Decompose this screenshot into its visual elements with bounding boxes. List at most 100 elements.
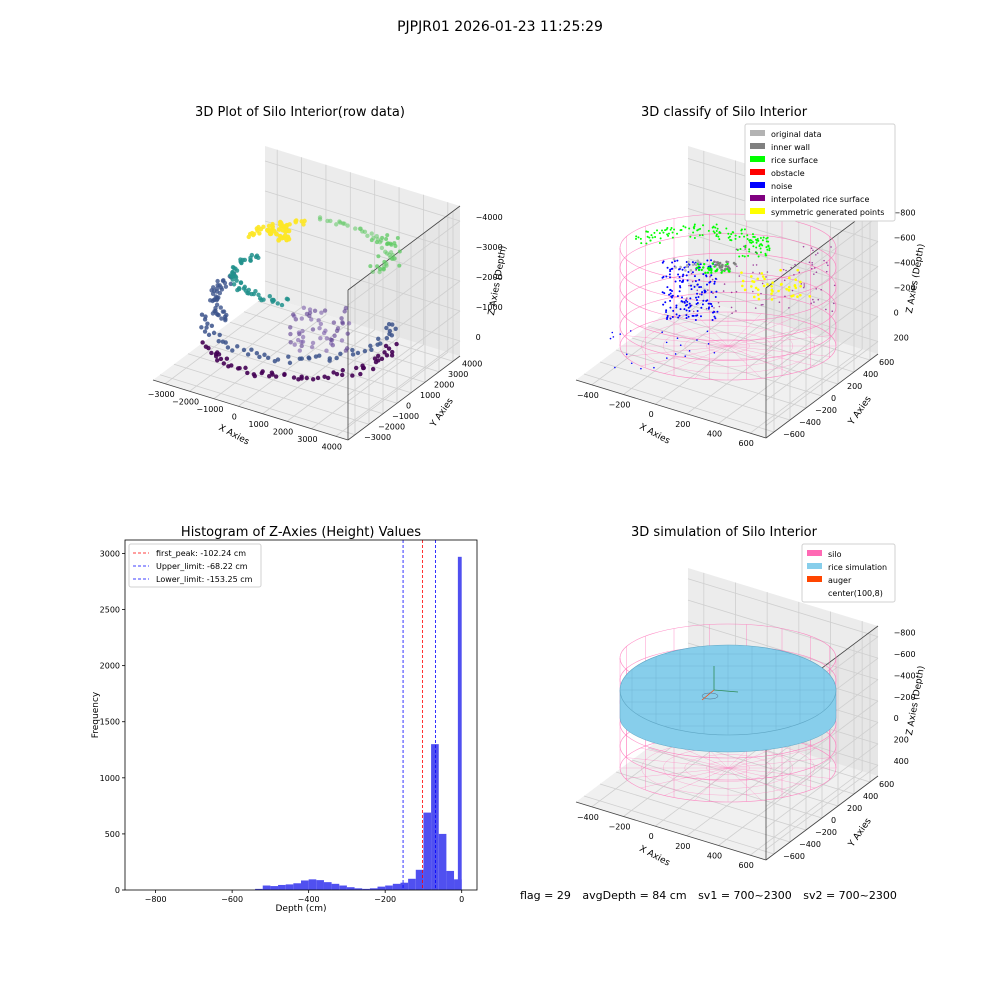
rice-surface-point [751, 240, 754, 243]
rice-surface-point [645, 230, 648, 233]
scatter-point [246, 234, 251, 240]
scatter-point [394, 341, 399, 347]
x-axis-label: X Axies [217, 423, 251, 448]
rice-surface-point [727, 232, 730, 235]
symmetric-point [757, 293, 760, 296]
gridline-x [335, 351, 449, 437]
interpolated-point [815, 271, 818, 273]
scatter-point [300, 328, 305, 334]
scatter-point [291, 312, 296, 317]
scatter-point [200, 340, 205, 345]
interpolated-point [794, 263, 796, 266]
z-tick-label: −800 [894, 208, 916, 217]
silo-floor-spoke [727, 345, 816, 367]
noise-point [674, 353, 677, 355]
interpolated-point [808, 261, 811, 264]
noise-point [689, 297, 692, 300]
interpolated-point [782, 268, 785, 271]
scatter-point [254, 253, 260, 258]
silo-floor-spoke [664, 767, 729, 796]
histogram-bar [346, 887, 355, 890]
scatter-point [379, 245, 385, 251]
noise-point [666, 357, 668, 359]
rice-surface-point [645, 242, 648, 245]
scatter-point [376, 254, 381, 259]
scatter-point [212, 288, 217, 293]
noise-point [609, 337, 612, 340]
gridline-z [687, 578, 879, 638]
noise-point [714, 277, 717, 280]
rice-surface-point [736, 248, 739, 251]
interpolated-point [831, 310, 834, 313]
x-tick-label: 2000 [273, 427, 293, 436]
legend-label: inner wall [771, 143, 810, 152]
rice-surface-point [759, 247, 762, 250]
rice-surface-point [689, 235, 692, 238]
noise-point [668, 293, 671, 296]
rice-surface-point [738, 235, 741, 238]
rice-surface-point [664, 229, 667, 232]
rice-surface-point [715, 223, 718, 226]
scatter-point [384, 335, 390, 341]
rice-surface-point [738, 255, 741, 258]
legend-frame [128, 543, 262, 588]
gridline-z [264, 250, 461, 312]
flag-readout: flag = 29 [520, 889, 571, 902]
scatter-point [236, 286, 242, 291]
histogram-bar [316, 880, 324, 890]
interpolated-point [761, 282, 764, 285]
y-tick-label: 600 [879, 780, 894, 789]
y-axis-label: Frequency [91, 691, 101, 738]
z-tick-label: −4000 [476, 213, 503, 222]
histogram-bar [392, 883, 401, 890]
interpolated-point [712, 292, 714, 294]
scatter-point [246, 287, 252, 293]
noise-point [680, 296, 683, 299]
gridline-y [599, 361, 791, 421]
legend-swatch [750, 195, 765, 201]
scatter-point [385, 233, 390, 238]
noise-point [669, 288, 672, 291]
scatter-point [340, 368, 345, 373]
y-tick-label: 2000 [434, 380, 454, 389]
scatter-point [300, 339, 306, 344]
z-tick-label: −3000 [476, 243, 503, 252]
rice-surface-point [761, 239, 764, 242]
silo-floor-spoke [694, 767, 729, 801]
scatter-point [384, 236, 389, 241]
rice-surface-point [669, 228, 672, 231]
scatter-point [301, 305, 307, 311]
noise-point [702, 299, 705, 302]
noise-point [688, 302, 691, 305]
noise-point [665, 309, 668, 312]
classified-points [609, 223, 836, 370]
interpolated-point [778, 301, 781, 303]
gridline-y [599, 783, 791, 843]
scatter-point [223, 340, 228, 345]
original-point [687, 260, 690, 264]
x-axis-label: Depth (cm) [275, 904, 326, 914]
z-tick-label: −600 [894, 650, 916, 659]
noise-point [678, 314, 681, 317]
histogram-bar [331, 883, 340, 890]
symmetric-point [796, 295, 799, 299]
histogram-bar [415, 869, 424, 890]
x-tick-label: −400 [577, 813, 599, 822]
rice-surface-point [670, 226, 673, 229]
rice-surface-point [711, 226, 714, 229]
scatter-point [381, 266, 386, 271]
noise-point [700, 293, 703, 296]
interpolated-point [752, 264, 755, 266]
gridline-y [173, 363, 370, 425]
x-axis-label: X Axies [637, 422, 671, 447]
histogram-bar [293, 883, 301, 890]
noise-point [661, 276, 664, 279]
scatter-point [387, 331, 392, 337]
scatter-point [307, 356, 312, 361]
rice-surface-point [755, 241, 758, 244]
noise-point [671, 261, 674, 264]
rice-surface-point [753, 235, 756, 238]
scatter-point [276, 227, 282, 232]
rice-surface-point [716, 268, 719, 271]
scatter-point [370, 366, 376, 372]
